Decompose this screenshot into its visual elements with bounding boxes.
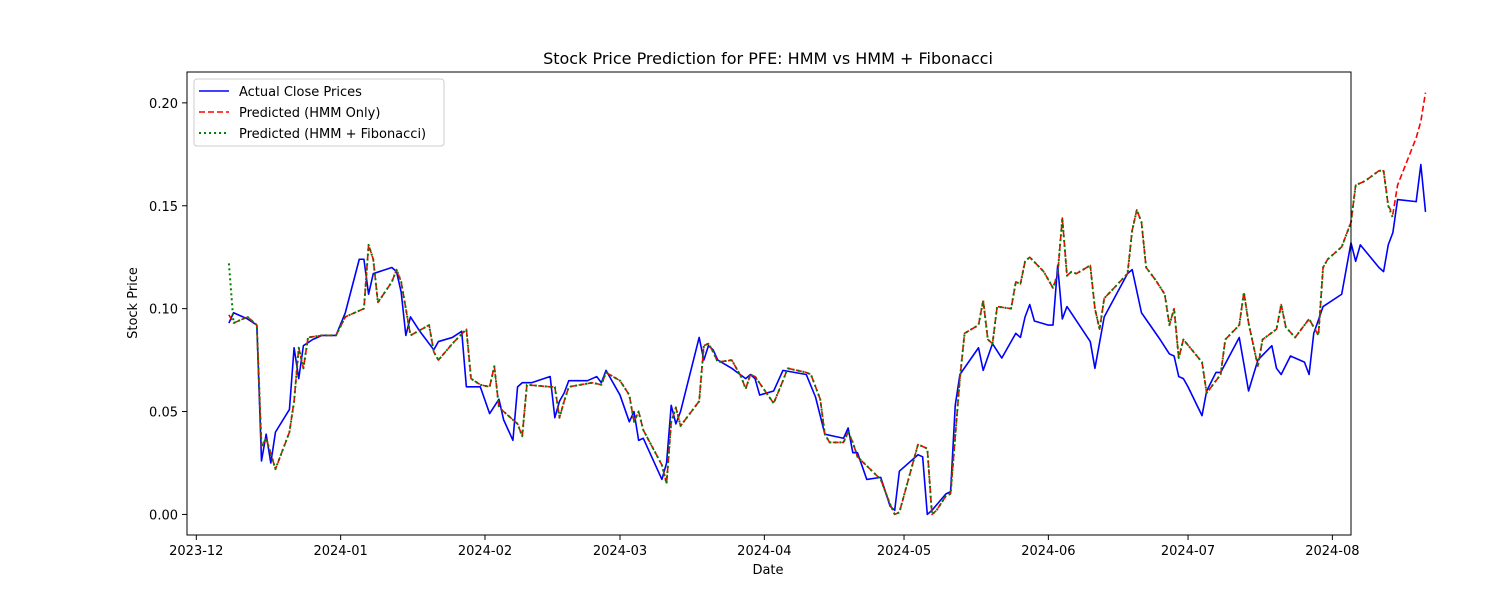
legend: Actual Close Prices Predicted (HMM Only) P… bbox=[193, 78, 445, 147]
x-tick-label: 2024-05 bbox=[877, 544, 931, 559]
y-tick-label: 0.05 bbox=[149, 406, 178, 421]
y-tick-label: 0.20 bbox=[149, 97, 178, 112]
x-axis: 2023-12 2024-01 2024-02 2024-03 2024-04 2024-… bbox=[169, 535, 1360, 559]
y-axis-label: Stock Price bbox=[126, 267, 141, 339]
series-line-predicted-hmm-fibonacci bbox=[227, 169, 1394, 516]
series-line-actual-close-prices bbox=[228, 163, 1427, 516]
x-tick-label: 2024-06 bbox=[1021, 544, 1075, 559]
x-axis-label: Date bbox=[752, 563, 783, 578]
series-line-predicted-hmm-only bbox=[228, 92, 1427, 516]
legend-label: Predicted (HMM Only) bbox=[239, 106, 380, 121]
chart-title: Stock Price Prediction for PFE: HMM vs H… bbox=[543, 49, 993, 68]
legend-label: Actual Close Prices bbox=[239, 85, 362, 100]
legend-box bbox=[193, 78, 445, 147]
x-tick-label: 2024-01 bbox=[313, 544, 367, 559]
y-axis: 0.00 0.05 0.10 0.15 0.20 bbox=[149, 97, 187, 523]
legend-label: Predicted (HMM + Fibonacci) bbox=[239, 127, 426, 142]
x-tick-label: 2024-02 bbox=[458, 544, 512, 559]
x-tick-label: 2023-12 bbox=[169, 544, 223, 559]
y-tick-label: 0.00 bbox=[149, 508, 178, 523]
y-tick-label: 0.10 bbox=[149, 303, 178, 318]
x-tick-label: 2024-04 bbox=[737, 544, 791, 559]
x-tick-label: 2024-08 bbox=[1305, 544, 1359, 559]
y-tick-label: 0.15 bbox=[149, 200, 178, 215]
x-tick-label: 2024-03 bbox=[593, 544, 647, 559]
plot-frame bbox=[186, 71, 1352, 536]
x-tick-label: 2024-07 bbox=[1161, 544, 1215, 559]
plot-area bbox=[227, 92, 1427, 516]
